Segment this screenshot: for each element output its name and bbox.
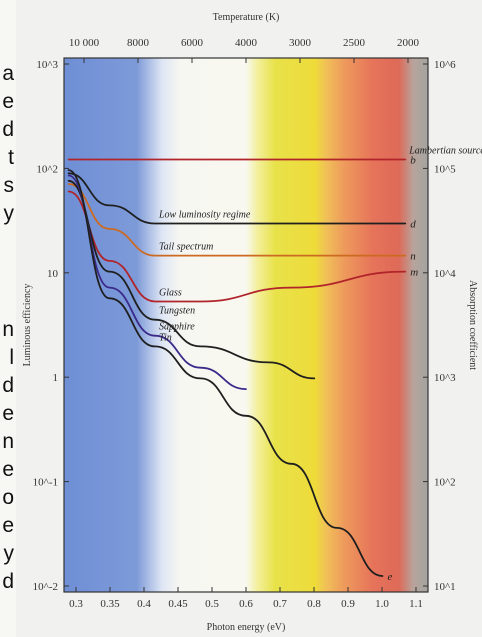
left-text-line: n	[2, 430, 14, 453]
series-label: Tail spectrum	[159, 242, 213, 253]
bottom-tick-label: 1.1	[409, 598, 423, 610]
figure-panel: Temperature (K) Photon energy (eV) Lumin…	[16, 0, 482, 637]
left-axis-title: Luminous efficiency	[22, 284, 33, 367]
bottom-tick-label: 0.8	[307, 598, 321, 610]
series-line-tin	[67, 169, 384, 577]
series-label: Lambertian source	[408, 145, 482, 156]
left-tick-label: 10^2	[36, 163, 58, 175]
top-axis-title: Temperature (K)	[213, 12, 280, 23]
series-end-letter: b	[410, 154, 416, 166]
left-text-line: y	[3, 542, 15, 565]
bottom-tick-label: 0.9	[341, 598, 355, 610]
left-tick-label: 10^3	[36, 59, 58, 71]
bottom-tick-label: 0.45	[168, 598, 188, 610]
left-text-line: s	[3, 174, 15, 197]
series-label: Tungsten	[159, 306, 195, 317]
chart: Temperature (K) Photon energy (eV) Lumin…	[22, 12, 482, 633]
left-text-line: e	[2, 458, 14, 481]
left-text-line: d	[2, 374, 14, 397]
top-tick-label: 2500	[343, 37, 366, 49]
left-text-line: l	[9, 346, 14, 369]
right-tick-label: 10^6	[434, 59, 456, 71]
series-end-letter: m	[410, 267, 418, 279]
top-tick-label: 4000	[235, 37, 258, 49]
left-text-line: t	[8, 146, 14, 169]
left-tick-label: 10^-1	[33, 477, 58, 489]
series-line-low-luminosity-regime	[67, 172, 407, 225]
right-tick-label: 10^4	[434, 268, 456, 280]
left-text-line: y	[3, 202, 15, 225]
left-text-line: e	[2, 90, 14, 113]
bottom-tick-label: 0.4	[137, 598, 151, 610]
series-line-tungsten	[67, 179, 316, 380]
bottom-tick-label: 1.0	[375, 598, 389, 610]
bottom-axis-title: Photon energy (eV)	[207, 622, 286, 633]
series-line-tail-spectrum	[67, 183, 407, 257]
series-end-letter: n	[410, 251, 416, 263]
left-tick-label: 10	[47, 268, 59, 280]
bottom-tick-label: 0.7	[273, 598, 287, 610]
left-text-line: a	[2, 62, 14, 85]
series-label: Glass	[159, 288, 182, 299]
right-axis-title: Absorption coefficient	[467, 280, 478, 370]
top-tick-label: 10 000	[69, 37, 100, 49]
bottom-tick-label: 0.6	[239, 598, 253, 610]
series-label: Low luminosity regime	[158, 210, 251, 221]
left-text-line: d	[2, 570, 14, 593]
series-label: Tin	[159, 332, 172, 343]
right-tick-label: 10^3	[434, 372, 456, 384]
spectrum-background	[64, 58, 428, 592]
top-tick-label: 3000	[289, 37, 312, 49]
left-tick-label: 1	[53, 372, 59, 384]
series-lines	[67, 158, 407, 577]
series-end-letter: d	[410, 219, 416, 231]
left-text-line: e	[2, 402, 14, 425]
right-tick-label: 10^1	[434, 581, 456, 593]
left-text-line: n	[2, 318, 14, 341]
left-tick-label: 10^-2	[33, 581, 58, 593]
series-line-glass	[67, 190, 407, 303]
bottom-tick-label: 0.35	[100, 598, 120, 610]
right-tick-label: 10^5	[434, 163, 456, 175]
left-text-line: d	[2, 118, 14, 141]
left-text-line: o	[2, 486, 14, 509]
series-end-letter: e	[388, 571, 393, 583]
left-column-text: a e d t s y n l d e n e o e y d	[0, 0, 16, 637]
top-tick-label: 6000	[181, 37, 204, 49]
series-label: Sapphire	[159, 322, 195, 333]
tick-labels: 10 000 8000 6000 4000 3000 2500 2000 0.3 0.35 0.4…	[33, 37, 456, 610]
top-tick-label: 8000	[127, 37, 150, 49]
top-tick-label: 2000	[397, 37, 420, 49]
bottom-tick-label: 0.5	[205, 598, 219, 610]
bottom-tick-label: 0.3	[69, 598, 83, 610]
left-text-line: e	[2, 514, 14, 537]
right-tick-label: 10^2	[434, 477, 456, 489]
